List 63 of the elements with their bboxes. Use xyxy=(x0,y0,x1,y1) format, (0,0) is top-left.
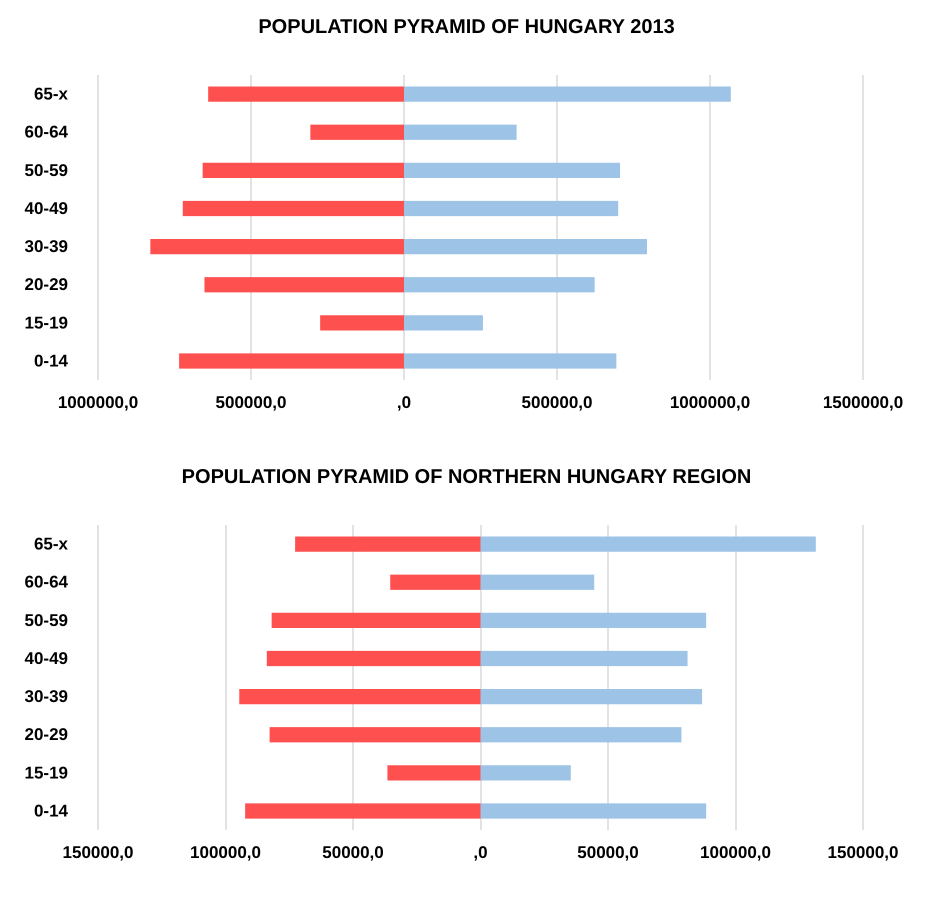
bar xyxy=(208,86,404,102)
x-tick-label: 100000,0 xyxy=(190,843,261,862)
bar xyxy=(239,688,480,704)
y-tick-label: 30-39 xyxy=(24,687,68,706)
bar xyxy=(404,353,616,369)
bar xyxy=(204,277,404,292)
x-tick-label: 500000,0 xyxy=(522,393,592,412)
y-tick-label: 40-49 xyxy=(24,198,68,218)
y-tick-label: 65-x xyxy=(34,534,69,554)
bar xyxy=(390,574,480,590)
y-tick-label: 40-49 xyxy=(24,648,68,668)
y-tick-label: 65-x xyxy=(34,84,69,104)
chart-title: POPULATION PYRAMID OF NORTHERN HUNGARY REGION xyxy=(182,466,752,488)
bar xyxy=(404,277,595,292)
bar xyxy=(404,315,483,330)
bar xyxy=(480,612,706,628)
y-tick-label: 60-64 xyxy=(24,572,69,592)
bar xyxy=(150,238,404,254)
x-tick-label: 150000,0 xyxy=(62,843,134,862)
x-tick-label: 50000,0 xyxy=(322,843,384,862)
y-tick-label: 20-29 xyxy=(24,275,68,294)
bar xyxy=(266,650,480,666)
x-tick-label: 1000000,0 xyxy=(58,393,138,412)
y-tick-label: 0-14 xyxy=(34,801,69,820)
x-tick-label: 100000,0 xyxy=(700,843,771,862)
bar xyxy=(404,200,618,216)
y-tick-label: 15-19 xyxy=(24,313,68,332)
bar xyxy=(295,536,480,552)
y-tick-label: 20-29 xyxy=(24,725,68,744)
x-tick-label: 50000,0 xyxy=(577,843,639,862)
bar xyxy=(404,86,731,102)
bar xyxy=(182,200,404,216)
bar xyxy=(480,803,706,819)
chart-title: POPULATION PYRAMID OF HUNGARY 2013 xyxy=(258,16,675,38)
bar xyxy=(480,688,702,704)
y-tick-label: 15-19 xyxy=(24,763,68,782)
bar xyxy=(202,162,404,178)
bar xyxy=(270,727,480,742)
bar xyxy=(480,650,688,666)
bar xyxy=(480,574,594,590)
y-tick-label: 50-59 xyxy=(24,610,68,630)
x-tick-label: 500000,0 xyxy=(216,393,286,412)
x-tick-label: 150000,0 xyxy=(828,843,898,862)
x-tick-label: ,0 xyxy=(396,393,412,412)
bar xyxy=(320,315,404,330)
bar xyxy=(480,536,816,552)
bar xyxy=(387,765,480,780)
bar xyxy=(272,612,480,628)
bar xyxy=(245,803,480,819)
bar xyxy=(404,162,620,178)
y-tick-label: 50-59 xyxy=(24,160,68,180)
bar xyxy=(480,765,571,780)
bar xyxy=(179,353,404,369)
x-tick-label: ,0 xyxy=(473,843,488,862)
bar xyxy=(480,727,682,742)
y-tick-label: 30-39 xyxy=(24,237,68,256)
bar xyxy=(404,124,517,140)
x-tick-label: 1000000,0 xyxy=(670,393,750,412)
y-tick-label: 60-64 xyxy=(24,122,69,142)
bar xyxy=(310,124,404,140)
y-tick-label: 0-14 xyxy=(34,351,69,370)
bar xyxy=(404,238,647,254)
x-tick-label: 1500000,0 xyxy=(822,393,904,412)
